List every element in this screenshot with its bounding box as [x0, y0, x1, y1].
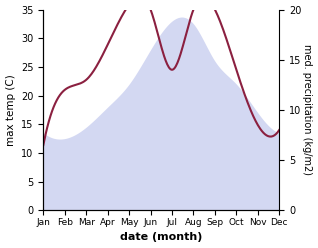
X-axis label: date (month): date (month)	[120, 232, 203, 243]
Y-axis label: med. precipitation (kg/m2): med. precipitation (kg/m2)	[302, 44, 313, 175]
Y-axis label: max temp (C): max temp (C)	[5, 74, 16, 146]
